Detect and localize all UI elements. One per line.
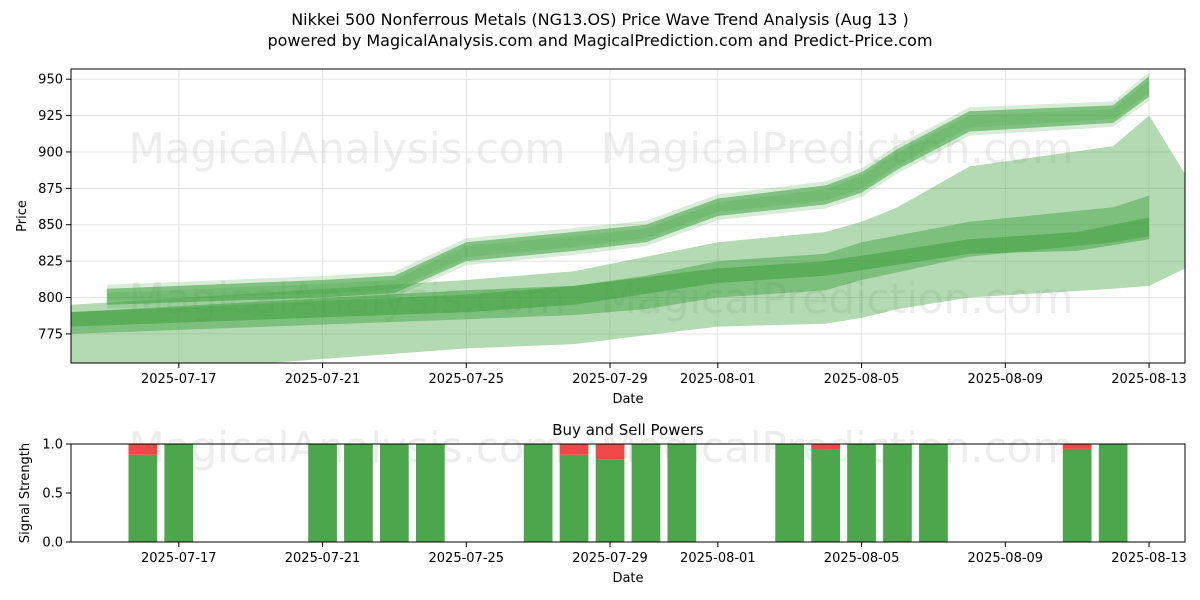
- buy-power-bar: [631, 444, 661, 542]
- price-y-axis: 775 800 825 850 875 900 925 950: [38, 73, 71, 342]
- price-y-tick-label: 950: [38, 73, 63, 88]
- signal-x-tick-label: 2025-07-21: [285, 551, 361, 566]
- buy-power-bar: [128, 454, 158, 542]
- signal-plot-area: [71, 444, 1185, 542]
- sell-power-bar: [595, 444, 625, 460]
- price-wave-band: [71, 217, 1150, 327]
- signal-bars: [128, 444, 1128, 542]
- price-x-tick-label: 2025-08-05: [824, 372, 900, 387]
- price-x-tick-label: 2025-07-29: [572, 372, 648, 387]
- signal-x-tick-label: 2025-07-17: [141, 551, 217, 566]
- buy-power-bar: [775, 444, 804, 542]
- price-x-tick-label: 2025-07-21: [285, 372, 361, 387]
- buy-power-bar: [595, 459, 625, 542]
- signal-x-tick-label: 2025-07-25: [429, 551, 505, 566]
- price-bands: [71, 72, 1185, 363]
- price-y-tick-label: 775: [38, 327, 63, 342]
- buy-power-bar: [667, 444, 697, 542]
- price-y-axis-label: Price: [15, 200, 30, 232]
- figure-title: Nikkei 500 Nonferrous Metals (NG13.OS) P…: [291, 10, 909, 29]
- buy-power-bar: [883, 444, 912, 542]
- price-x-axis-label: Date: [612, 392, 643, 407]
- price-x-tick-label: 2025-08-13: [1111, 372, 1187, 387]
- buy-power-bar: [559, 454, 589, 542]
- signal-x-axis-label: Date: [612, 571, 643, 586]
- signal-x-tick-label: 2025-08-09: [968, 551, 1044, 566]
- figure-subtitle: powered by MagicalAnalysis.com and Magic…: [267, 31, 933, 50]
- signal-y-tick-label: 0.0: [42, 536, 63, 551]
- signal-x-axis: 2025-07-17 2025-07-21 2025-07-25 2025-07-29…: [141, 542, 1187, 566]
- signal-y-axis-label: Signal Strength: [18, 443, 33, 543]
- price-wave-band: [71, 195, 1150, 334]
- buy-power-bar: [847, 444, 876, 542]
- signal-chart: Buy and Sell Powers MagicalAnalysis.comM…: [18, 421, 1187, 586]
- price-band-group: [71, 72, 1185, 363]
- buy-power-bar: [164, 444, 194, 542]
- price-x-tick-label: 2025-08-09: [968, 372, 1044, 387]
- watermark-text: MagicalPrediction.com: [601, 124, 1074, 173]
- signal-y-axis: 0.0 0.5 1.0: [42, 438, 71, 551]
- signal-x-tick-label: 2025-08-13: [1111, 551, 1187, 566]
- price-x-tick-label: 2025-07-25: [429, 372, 505, 387]
- sell-power-bar: [811, 444, 840, 450]
- price-chart: MagicalAnalysis.com MagicalPrediction.com…: [15, 68, 1187, 407]
- price-x-tick-label: 2025-07-17: [141, 372, 217, 387]
- price-x-axis: 2025-07-17 2025-07-21 2025-07-25 2025-07-29…: [141, 363, 1187, 387]
- sell-power-bar: [1062, 444, 1092, 449]
- price-y-tick-label: 850: [38, 218, 63, 233]
- buy-power-bar: [1098, 444, 1128, 542]
- signal-x-tick-label: 2025-07-29: [572, 551, 648, 566]
- buy-power-bar: [344, 444, 373, 542]
- buy-power-bar: [523, 444, 553, 542]
- sell-power-bar: [559, 444, 589, 455]
- price-y-tick-label: 825: [38, 255, 63, 270]
- signal-x-tick-label: 2025-08-05: [824, 551, 900, 566]
- buy-power-bar: [919, 444, 948, 542]
- signal-y-tick-label: 0.5: [42, 487, 63, 502]
- buy-power-bar: [380, 444, 409, 542]
- buy-power-bar: [811, 449, 840, 542]
- price-y-tick-label: 800: [38, 291, 63, 306]
- signal-chart-title: Buy and Sell Powers: [552, 421, 704, 439]
- signal-x-tick-label: 2025-08-01: [680, 551, 756, 566]
- buy-power-bar: [308, 444, 337, 542]
- signal-y-tick-label: 1.0: [42, 438, 63, 453]
- price-y-tick-label: 875: [38, 182, 63, 197]
- sell-power-bar: [128, 444, 158, 455]
- price-y-tick-label: 900: [38, 145, 63, 160]
- price-wave-band: [71, 115, 1185, 363]
- buy-power-bar: [416, 444, 445, 542]
- price-y-tick-label: 925: [38, 109, 63, 124]
- watermark-text: MagicalAnalysis.com: [129, 124, 566, 173]
- price-plot-frame: [70, 68, 1186, 364]
- buy-power-bar: [1062, 448, 1092, 542]
- price-x-tick-label: 2025-08-01: [680, 372, 756, 387]
